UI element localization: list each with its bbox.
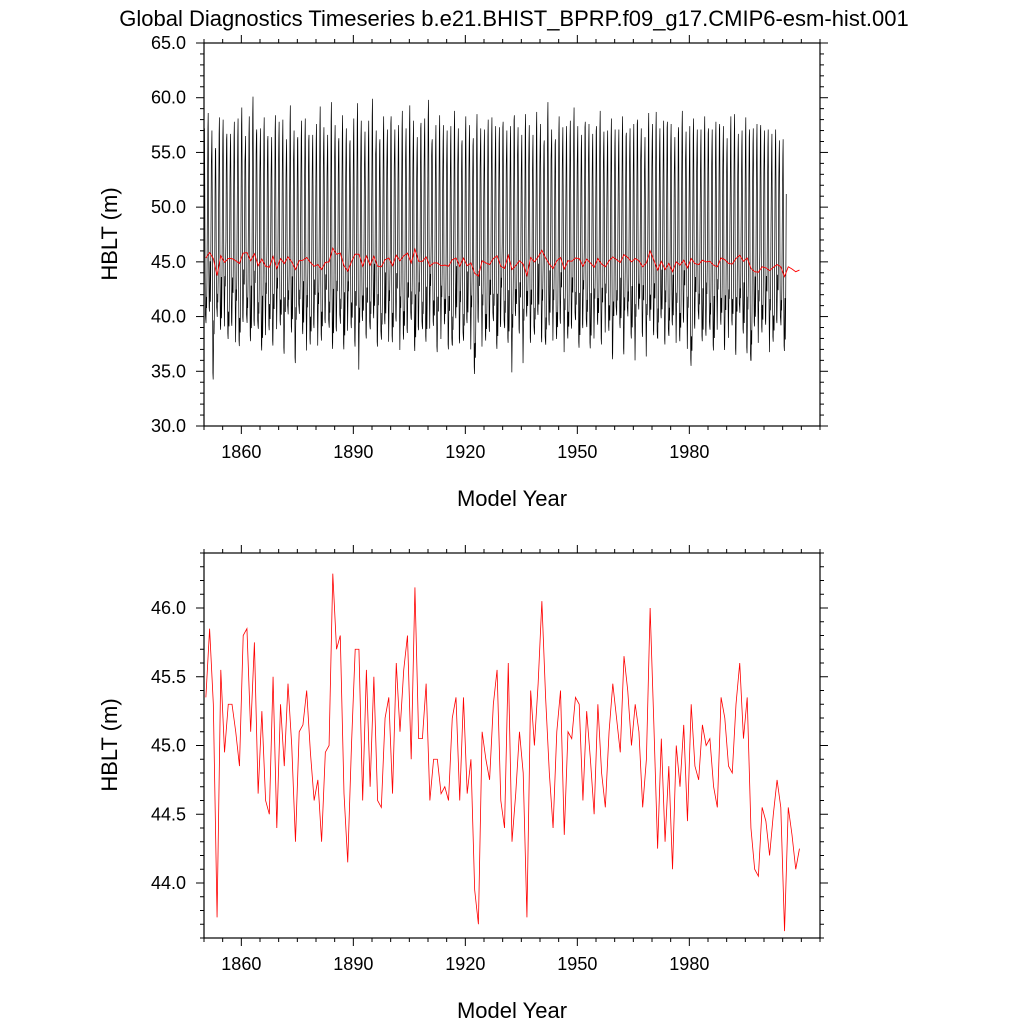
x-tick-label: 1980 [669, 442, 709, 462]
bottom-panel-data [205, 573, 800, 932]
bottom-panel: 1860 1890 1920 1950 1980 44.0 44.5 45.0 45.5 46.0… [97, 545, 828, 1023]
y-tick-label: 45.0 [151, 736, 186, 756]
y-tick-label: 45.5 [151, 667, 186, 687]
annual-mean-series-line [205, 247, 800, 278]
top-x-axis-label: Model Year [457, 486, 567, 511]
top-panel-ticks: 1860 1890 1920 1950 1980 30.0 35.0 40.0 45.0 50.0… [151, 33, 828, 462]
y-tick-label: 44.5 [151, 804, 186, 824]
y-tick-label: 46.0 [151, 598, 186, 618]
x-tick-label: 1890 [333, 954, 373, 974]
x-tick-label: 1920 [445, 442, 485, 462]
top-panel-frame [203, 42, 821, 427]
x-tick-label: 1860 [221, 954, 261, 974]
bottom-x-axis-label: Model Year [457, 998, 567, 1023]
bottom-panel-ticks: 1860 1890 1920 1950 1980 44.0 44.5 45.0 45.5 46.0 [151, 545, 828, 974]
x-tick-label: 1890 [333, 442, 373, 462]
x-tick-label: 1950 [557, 442, 597, 462]
y-tick-label: 45.0 [151, 252, 186, 272]
x-tick-label: 1920 [445, 954, 485, 974]
bottom-panel-frame [203, 552, 821, 939]
monthly-series-line [203, 96, 787, 380]
y-tick-label: 40.0 [151, 307, 186, 327]
y-tick-label: 35.0 [151, 361, 186, 381]
top-y-axis-label: HBLT (m) [97, 187, 122, 280]
y-tick-label: 65.0 [151, 33, 186, 53]
chart-title: Global Diagnostics Timeseries b.e21.BHIS… [119, 6, 909, 31]
y-tick-label: 30.0 [151, 416, 186, 436]
bottom-y-axis-label: HBLT (m) [97, 698, 122, 791]
top-panel: 1860 1890 1920 1950 1980 30.0 35.0 40.0 45.0 50.0… [97, 33, 828, 511]
x-tick-label: 1980 [669, 954, 709, 974]
top-panel-data [203, 96, 800, 380]
annual-mean-series-line [205, 573, 800, 932]
y-tick-label: 60.0 [151, 88, 186, 108]
y-tick-label: 55.0 [151, 142, 186, 162]
x-tick-label: 1950 [557, 954, 597, 974]
y-tick-label: 44.0 [151, 873, 186, 893]
x-tick-label: 1860 [221, 442, 261, 462]
y-tick-label: 50.0 [151, 197, 186, 217]
